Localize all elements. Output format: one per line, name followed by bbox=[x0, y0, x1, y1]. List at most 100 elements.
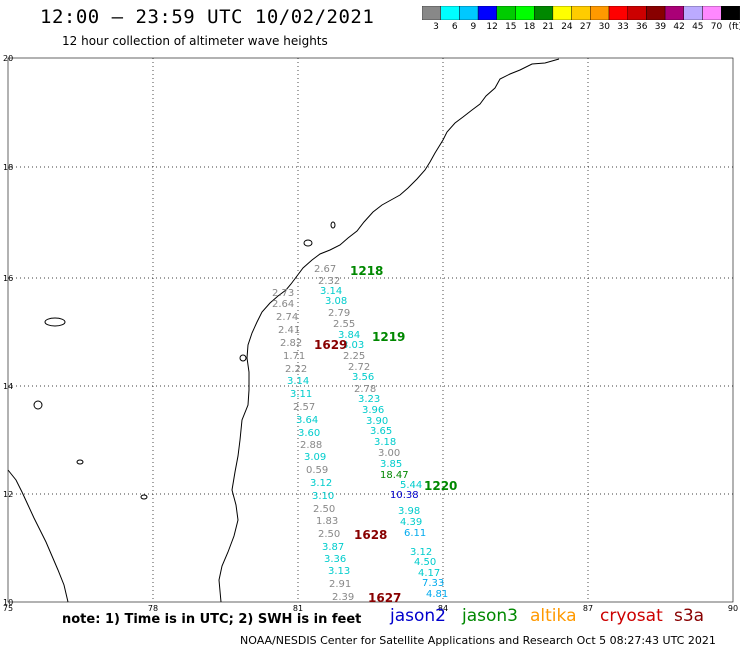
wave-height-reading: 3.90 bbox=[366, 416, 388, 427]
color-scale-label: 30 bbox=[598, 22, 611, 32]
color-scale-label: 33 bbox=[617, 22, 629, 32]
latitude-label: 16 bbox=[3, 274, 13, 283]
wave-height-reading: 1.83 bbox=[316, 516, 338, 527]
island bbox=[44, 317, 66, 327]
wave-height-reading: 4.17 bbox=[418, 568, 440, 579]
pass-id-label: 1219 bbox=[372, 330, 405, 344]
legend-jason3: jason3 bbox=[462, 606, 518, 626]
wave-height-reading: 2.39 bbox=[332, 592, 354, 603]
wave-height-reading: 2.79 bbox=[328, 308, 350, 319]
longitude-label: 90 bbox=[728, 604, 738, 613]
longitude-label: 75 bbox=[3, 604, 13, 613]
wave-height-reading: 3.10 bbox=[312, 491, 334, 502]
longitude-label: 84 bbox=[438, 604, 448, 613]
color-scale-label: 9 bbox=[470, 22, 477, 32]
wave-height-reading: 3.09 bbox=[304, 452, 326, 463]
wave-height-reading: 3.98 bbox=[398, 506, 420, 517]
coastline-west bbox=[7, 469, 69, 603]
wave-height-reading: 3.60 bbox=[298, 428, 320, 439]
wave-height-reading: 10.38 bbox=[390, 490, 419, 501]
color-scale-label: 12 bbox=[486, 22, 498, 32]
color-scale-label: 70 bbox=[710, 22, 723, 32]
color-scale-label: (ft) bbox=[728, 22, 740, 32]
wave-height-reading: 3.96 bbox=[362, 405, 384, 416]
longitude-label: 87 bbox=[583, 604, 593, 613]
footer-credit: NOAA/NESDIS Center for Satellite Applica… bbox=[240, 634, 716, 647]
wave-height-reading: 3.12 bbox=[310, 478, 332, 489]
island bbox=[330, 221, 336, 229]
color-scale-bar bbox=[422, 6, 740, 20]
wave-height-reading: 3.08 bbox=[325, 296, 347, 307]
wave-height-reading: 3.84 bbox=[338, 330, 360, 341]
wave-height-reading: 2.72 bbox=[348, 362, 370, 373]
wave-height-reading: 0.59 bbox=[306, 465, 328, 476]
color-scale-label: 6 bbox=[451, 22, 458, 32]
wave-height-reading: 3.87 bbox=[322, 542, 344, 553]
wave-height-reading: 4.50 bbox=[414, 557, 436, 568]
map-title: 12:00 – 23:59 UTC 10/02/2021 bbox=[40, 6, 375, 28]
map-frame bbox=[7, 57, 734, 603]
color-scale-label: 36 bbox=[635, 22, 648, 32]
wave-height-reading: 3.14 bbox=[287, 376, 309, 387]
island bbox=[239, 354, 247, 362]
wave-height-reading: 3.36 bbox=[324, 554, 346, 565]
wave-height-reading: 2.22 bbox=[285, 364, 307, 375]
wave-height-reading: 6.11 bbox=[404, 528, 426, 539]
wave-height-reading: 3.23 bbox=[358, 394, 380, 405]
latitude-label: 20 bbox=[3, 54, 13, 63]
wave-height-reading: 2.41 bbox=[278, 325, 300, 336]
pass-id-label: 1218 bbox=[350, 264, 383, 278]
wave-height-reading: 2.73 bbox=[272, 288, 294, 299]
color-scale-label: 21 bbox=[542, 22, 554, 32]
wave-height-reading: 3.13 bbox=[328, 566, 350, 577]
pass-id-label: 1627 bbox=[368, 591, 401, 605]
wave-height-reading: 3.65 bbox=[370, 426, 392, 437]
wave-height-reading: 3.03 bbox=[342, 340, 364, 351]
island bbox=[140, 494, 148, 500]
coastline bbox=[218, 58, 560, 603]
latitude-label: 14 bbox=[3, 382, 13, 391]
legend-altika: altika bbox=[530, 606, 577, 626]
wave-height-reading: 18.47 bbox=[380, 470, 409, 481]
longitude-label: 81 bbox=[293, 604, 303, 613]
legend-jason2: jason2 bbox=[390, 606, 446, 626]
wave-height-reading: 3.64 bbox=[296, 415, 318, 426]
island bbox=[33, 400, 43, 410]
footer-note: note: 1) Time is in UTC; 2) SWH is in fe… bbox=[62, 612, 362, 627]
wave-height-reading: 3.12 bbox=[410, 547, 432, 558]
color-scale-label: 15 bbox=[505, 22, 517, 32]
wave-height-reading: 2.57 bbox=[293, 402, 315, 413]
wave-height-reading: 2.50 bbox=[313, 504, 335, 515]
wave-height-reading: 2.25 bbox=[343, 351, 365, 362]
wave-height-reading: 2.78 bbox=[354, 384, 376, 395]
legend-s3a: s3a bbox=[674, 606, 705, 626]
wave-height-reading: 3.18 bbox=[374, 437, 396, 448]
legend-cryosat: cryosat bbox=[600, 606, 663, 626]
latitude-label: 10 bbox=[3, 598, 13, 607]
wave-height-reading: 3.56 bbox=[352, 372, 374, 383]
color-scale-label: 42 bbox=[673, 22, 685, 32]
wave-height-reading: 2.32 bbox=[318, 276, 340, 287]
wave-height-reading: 4.39 bbox=[400, 517, 422, 528]
wave-height-reading: 4.81 bbox=[426, 589, 448, 600]
wave-height-reading: 2.74 bbox=[276, 312, 298, 323]
color-scale-label: 27 bbox=[579, 22, 592, 32]
wave-height-reading: 2.88 bbox=[300, 440, 322, 451]
latitude-label: 18 bbox=[3, 163, 13, 172]
island bbox=[76, 459, 84, 465]
wave-height-reading: 7.33 bbox=[422, 578, 444, 589]
wave-height-reading: 3.14 bbox=[320, 286, 342, 297]
wave-height-reading: 5.44 bbox=[400, 480, 422, 491]
color-scale-label: 24 bbox=[561, 22, 573, 32]
map-subtitle: 12 hour collection of altimeter wave hei… bbox=[62, 34, 328, 48]
wave-height-reading: 3.85 bbox=[380, 459, 402, 470]
wave-height-reading: 2.55 bbox=[333, 319, 355, 330]
pass-id-label: 1220 bbox=[424, 479, 457, 493]
color-scale-label: 3 bbox=[433, 22, 439, 32]
wave-height-reading: 1.71 bbox=[283, 351, 305, 362]
longitude-label: 78 bbox=[148, 604, 158, 613]
wave-height-reading: 2.64 bbox=[272, 299, 294, 310]
wave-height-reading: 2.91 bbox=[329, 579, 351, 590]
pass-id-label: 1629 bbox=[314, 338, 347, 352]
